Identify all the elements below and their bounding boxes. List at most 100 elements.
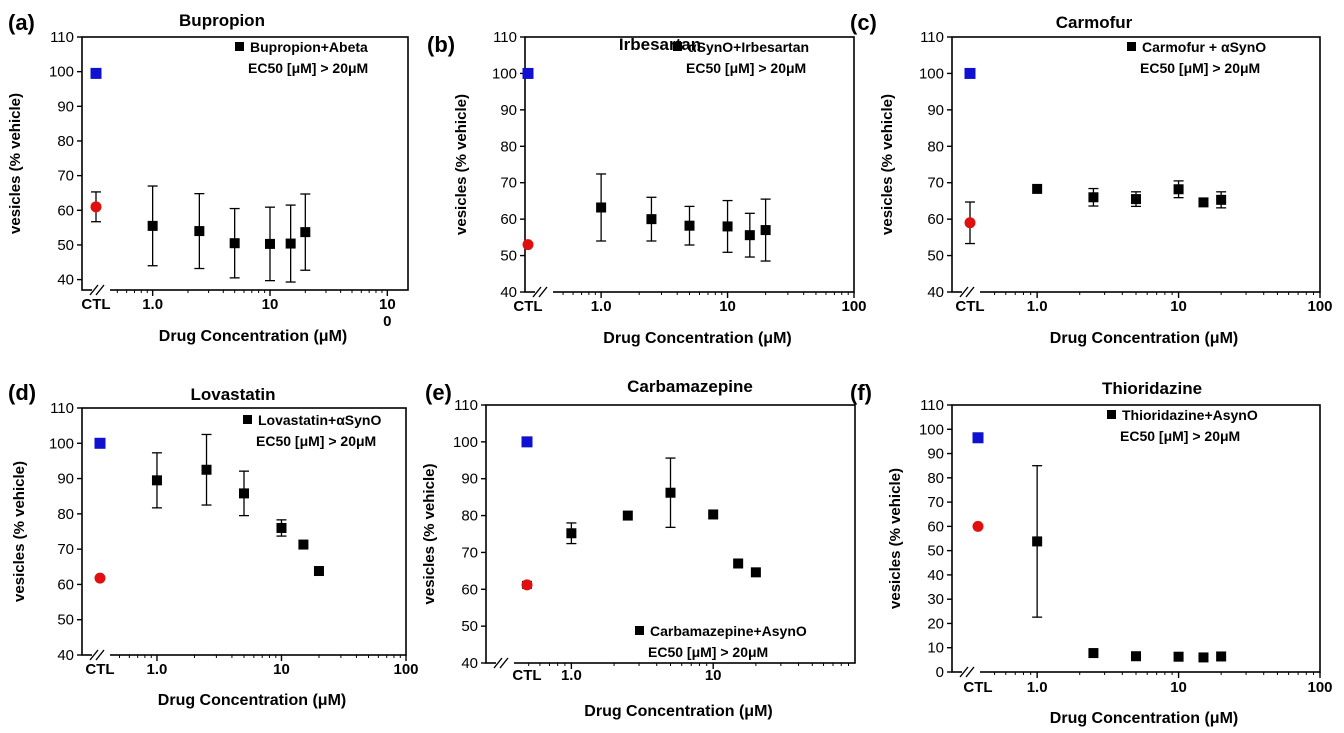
y-tick-label: 90 bbox=[500, 102, 517, 119]
y-tick-label: 40 bbox=[461, 655, 478, 672]
data-point bbox=[194, 226, 205, 237]
y-axis-label: vesicles (% vehicle) bbox=[453, 94, 470, 235]
plot-frame bbox=[951, 404, 1321, 673]
y-tick-label: 0 bbox=[936, 664, 944, 681]
axis-break-mark bbox=[965, 666, 975, 678]
x-tick-label: 100 bbox=[841, 298, 866, 315]
x-tick-label: 1.0 bbox=[561, 667, 582, 684]
data-point bbox=[733, 558, 744, 569]
data-point bbox=[750, 567, 761, 578]
ctl-vehicle-point bbox=[90, 67, 102, 79]
y-tick-label: 110 bbox=[454, 397, 478, 414]
data-point bbox=[760, 225, 771, 236]
x-tick-label: 0 bbox=[383, 313, 391, 330]
data-point bbox=[1088, 192, 1099, 203]
data-point bbox=[1032, 536, 1043, 547]
x-tick-label: 1.0 bbox=[147, 661, 168, 678]
y-tick-label: 60 bbox=[57, 202, 74, 219]
chart-panel: 0 10 20 30 40 50 60 70 80 90 100 110 1.0 10 100 CTL Drug… bbox=[850, 379, 1333, 727]
y-tick-label: 50 bbox=[927, 543, 944, 560]
axis-break-mark bbox=[532, 286, 542, 298]
y-tick-label: 80 bbox=[500, 138, 517, 155]
ctl-label: CTL bbox=[81, 296, 110, 313]
y-tick-label: 110 bbox=[920, 397, 944, 414]
data-point bbox=[147, 220, 158, 231]
ctl-disease-point bbox=[964, 217, 976, 229]
y-tick-label: 50 bbox=[57, 612, 74, 629]
y-tick-label: 70 bbox=[927, 175, 944, 192]
data-point bbox=[1198, 652, 1209, 663]
y-tick-label: 110 bbox=[50, 29, 74, 46]
data-point bbox=[151, 475, 162, 486]
plot-frame bbox=[951, 36, 1321, 293]
y-axis-label: vesicles (% vehicle) bbox=[11, 461, 28, 602]
panel-letter: (a) bbox=[8, 10, 35, 35]
y-tick-label: 100 bbox=[919, 65, 944, 82]
x-tick-label: 10 bbox=[273, 661, 290, 678]
y-tick-label: 100 bbox=[49, 64, 74, 81]
panel-letter: (f) bbox=[850, 380, 872, 405]
y-tick-label: 60 bbox=[500, 211, 517, 228]
x-axis-label: Drug Concentration (μM) bbox=[1050, 330, 1238, 347]
ctl-vehicle-point bbox=[964, 67, 976, 79]
data-point bbox=[276, 522, 287, 533]
y-tick-label: 80 bbox=[927, 470, 944, 487]
ctl-disease-point bbox=[521, 579, 533, 591]
ec50-label: EC50 [μM] > 20μM bbox=[648, 644, 768, 660]
y-tick-label: 60 bbox=[461, 581, 478, 598]
chart-title: Lovastatin bbox=[190, 385, 275, 404]
y-tick-label: 40 bbox=[927, 567, 944, 584]
legend-label: Carmofur + αSynO bbox=[1142, 39, 1266, 55]
chart-title: Carmofur bbox=[1056, 13, 1133, 32]
data-point bbox=[1216, 194, 1227, 205]
x-tick-label: 10 bbox=[262, 296, 279, 313]
data-point bbox=[300, 227, 311, 238]
x-tick-label: 10 bbox=[705, 667, 722, 684]
x-axis-label: Drug Concentration (μM) bbox=[1050, 710, 1238, 727]
axis-break-mark bbox=[95, 284, 105, 296]
y-tick-label: 70 bbox=[57, 168, 74, 185]
y-tick-label: 90 bbox=[927, 446, 944, 463]
y-tick-label: 90 bbox=[927, 102, 944, 119]
data-point bbox=[229, 238, 240, 249]
panel-letter: (b) bbox=[427, 32, 455, 57]
y-tick-label: 80 bbox=[57, 133, 74, 150]
panel-letter: (c) bbox=[850, 10, 877, 35]
legend-marker bbox=[1127, 42, 1136, 51]
data-point bbox=[1173, 184, 1184, 195]
ctl-vehicle-point bbox=[522, 67, 534, 79]
data-point bbox=[1198, 197, 1209, 208]
y-axis-label: vesicles (% vehicle) bbox=[887, 468, 904, 609]
data-point bbox=[744, 230, 755, 241]
x-tick-label: 1.0 bbox=[591, 298, 612, 315]
y-tick-label: 50 bbox=[461, 618, 478, 635]
y-tick-label: 70 bbox=[461, 544, 478, 561]
y-tick-label: 40 bbox=[57, 647, 74, 664]
y-tick-label: 40 bbox=[500, 284, 517, 301]
ctl-disease-point bbox=[94, 572, 106, 584]
y-tick-label: 70 bbox=[57, 541, 74, 558]
ec50-label: EC50 [μM] > 20μM bbox=[1140, 60, 1260, 76]
plot-frame bbox=[81, 36, 409, 291]
y-axis-label: vesicles (% vehicle) bbox=[421, 464, 438, 605]
data-point bbox=[646, 214, 657, 225]
ctl-label: CTL bbox=[512, 667, 541, 684]
y-tick-label: 70 bbox=[500, 175, 517, 192]
y-tick-label: 80 bbox=[57, 506, 74, 523]
legend-label: αSynO+Irbesartan bbox=[688, 39, 809, 55]
chart-title: Bupropion bbox=[179, 11, 265, 30]
x-tick-label: 1.0 bbox=[1027, 679, 1048, 696]
y-tick-label: 20 bbox=[927, 615, 944, 632]
x-axis-label: Drug Concentration (μM) bbox=[584, 703, 772, 720]
axis-break-mark bbox=[89, 649, 99, 661]
y-tick-label: 110 bbox=[50, 400, 74, 417]
legend-label: Bupropion+Abeta bbox=[250, 39, 368, 55]
data-point bbox=[1088, 648, 1099, 659]
axis-break-mark bbox=[959, 286, 969, 298]
x-tick-label: 1.0 bbox=[1027, 298, 1048, 315]
y-tick-label: 110 bbox=[920, 29, 944, 46]
